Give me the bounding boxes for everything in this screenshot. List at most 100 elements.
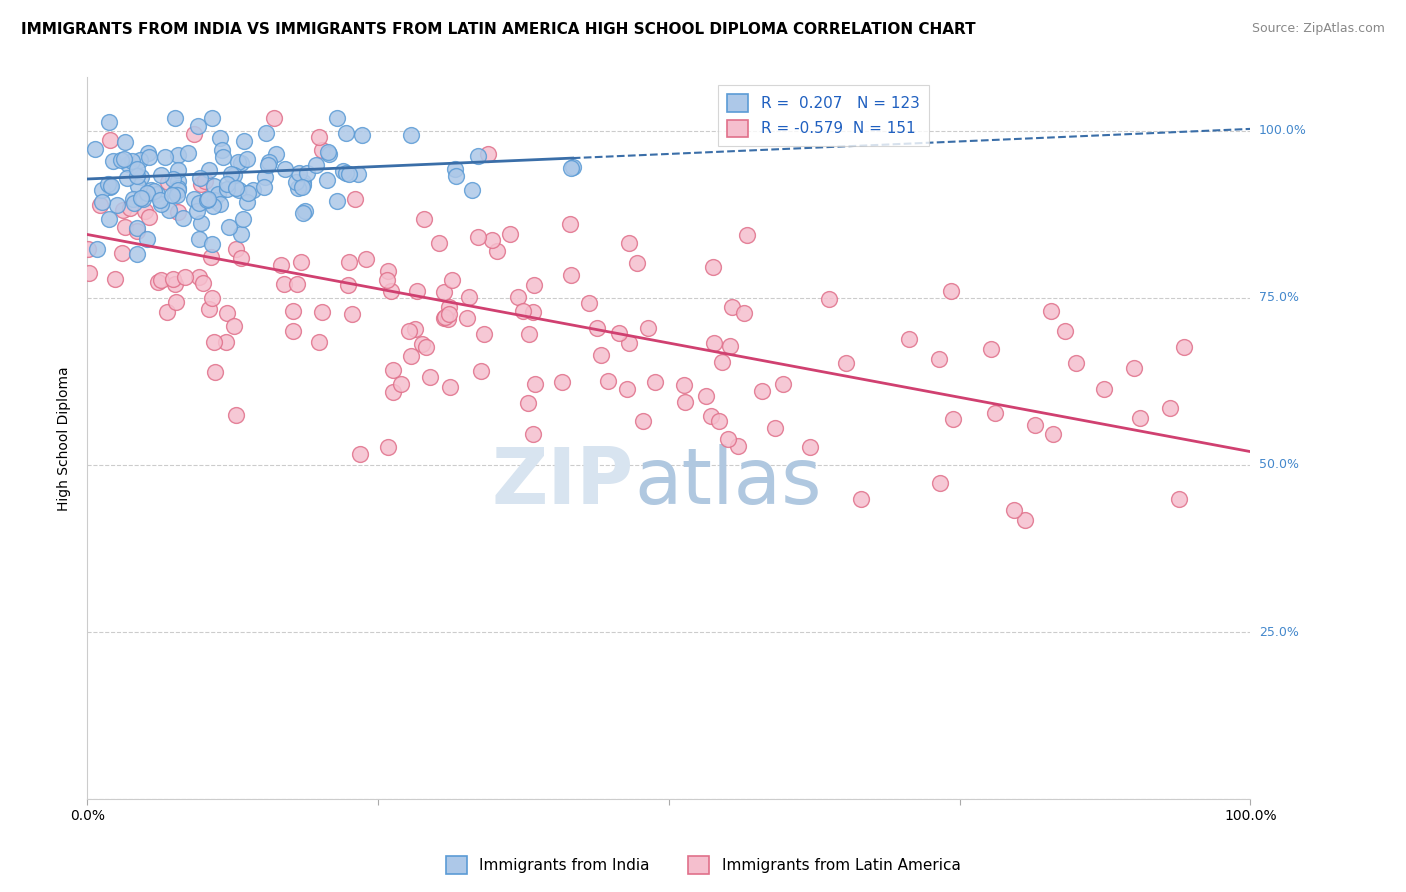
Point bbox=[287, 181, 309, 195]
Text: IMMIGRANTS FROM INDIA VS IMMIGRANTS FROM LATIN AMERICA HIGH SCHOOL DIPLOMA CORRE: IMMIGRANTS FROM INDIA VS IMMIGRANTS FROM… bbox=[21, 22, 976, 37]
Point bbox=[472, 327, 495, 342]
Point bbox=[711, 355, 734, 369]
Legend: R =  0.207   N = 123, R = -0.579  N = 151: R = 0.207 N = 123, R = -0.579 N = 151 bbox=[718, 85, 929, 146]
Point bbox=[101, 153, 124, 168]
Point bbox=[311, 143, 333, 157]
Point bbox=[524, 377, 547, 392]
Point bbox=[204, 365, 226, 379]
Point bbox=[163, 277, 186, 292]
Point bbox=[202, 335, 225, 350]
Point bbox=[201, 291, 224, 305]
Point bbox=[165, 185, 187, 199]
Point bbox=[114, 135, 136, 149]
Point bbox=[412, 211, 434, 226]
Point bbox=[134, 204, 156, 219]
Point bbox=[285, 175, 308, 189]
Point bbox=[297, 166, 319, 180]
Point bbox=[941, 285, 963, 299]
Point bbox=[427, 236, 450, 251]
Point bbox=[401, 128, 423, 143]
Point bbox=[1173, 341, 1195, 355]
Point bbox=[225, 409, 247, 423]
Point bbox=[763, 421, 786, 435]
Point bbox=[232, 134, 254, 148]
Point bbox=[215, 334, 238, 349]
Point bbox=[215, 182, 238, 196]
Point bbox=[125, 221, 148, 235]
Point bbox=[717, 432, 740, 446]
Point bbox=[316, 145, 339, 159]
Point bbox=[415, 340, 437, 354]
Point bbox=[207, 187, 229, 202]
Point bbox=[586, 321, 609, 335]
Point bbox=[1168, 491, 1191, 506]
Point bbox=[150, 168, 173, 182]
Point bbox=[198, 302, 221, 317]
Point bbox=[229, 156, 252, 170]
Point bbox=[292, 175, 315, 189]
Point bbox=[142, 184, 165, 198]
Point bbox=[283, 324, 305, 338]
Point bbox=[897, 332, 920, 346]
Point bbox=[121, 153, 143, 168]
Point bbox=[346, 167, 368, 181]
Point bbox=[229, 227, 252, 241]
Point bbox=[292, 206, 315, 220]
Point bbox=[458, 290, 481, 304]
Point bbox=[499, 227, 522, 242]
Point bbox=[254, 126, 277, 140]
Point bbox=[174, 270, 197, 285]
Point bbox=[201, 111, 224, 125]
Point bbox=[257, 158, 280, 172]
Text: Source: ZipAtlas.com: Source: ZipAtlas.com bbox=[1251, 22, 1385, 36]
Point bbox=[127, 247, 149, 261]
Point bbox=[197, 192, 219, 206]
Point bbox=[150, 197, 173, 211]
Point bbox=[162, 172, 184, 186]
Point bbox=[191, 277, 214, 291]
Point bbox=[332, 164, 354, 178]
Point bbox=[83, 142, 105, 156]
Point bbox=[444, 169, 467, 184]
Point bbox=[208, 131, 231, 145]
Point bbox=[560, 161, 582, 175]
Point bbox=[211, 150, 233, 164]
Point bbox=[718, 339, 741, 353]
Point bbox=[522, 305, 544, 319]
Point bbox=[700, 409, 723, 424]
Point bbox=[335, 126, 357, 140]
Point bbox=[162, 272, 184, 286]
Point bbox=[103, 272, 125, 286]
Point bbox=[117, 170, 139, 185]
Point bbox=[215, 177, 238, 191]
Point bbox=[125, 223, 148, 237]
Point bbox=[337, 254, 360, 268]
Point bbox=[285, 277, 308, 291]
Point bbox=[225, 180, 247, 194]
Point bbox=[97, 211, 120, 226]
Point bbox=[160, 188, 183, 202]
Point bbox=[129, 153, 152, 168]
Point bbox=[928, 351, 950, 366]
Point bbox=[195, 194, 218, 208]
Point bbox=[167, 180, 190, 194]
Point bbox=[218, 220, 240, 235]
Point bbox=[294, 203, 316, 218]
Point bbox=[232, 211, 254, 226]
Point bbox=[153, 150, 176, 164]
Point bbox=[146, 275, 169, 289]
Point bbox=[183, 127, 205, 141]
Point bbox=[311, 305, 333, 319]
Point bbox=[127, 178, 149, 193]
Point bbox=[136, 232, 159, 246]
Point bbox=[441, 273, 464, 287]
Point bbox=[91, 195, 114, 210]
Text: 50.0%: 50.0% bbox=[1258, 458, 1299, 472]
Point bbox=[335, 166, 357, 180]
Point bbox=[228, 182, 250, 196]
Point bbox=[433, 310, 456, 324]
Point bbox=[290, 254, 312, 268]
Point bbox=[253, 180, 276, 194]
Text: ZIP: ZIP bbox=[492, 443, 634, 519]
Point bbox=[122, 196, 145, 211]
